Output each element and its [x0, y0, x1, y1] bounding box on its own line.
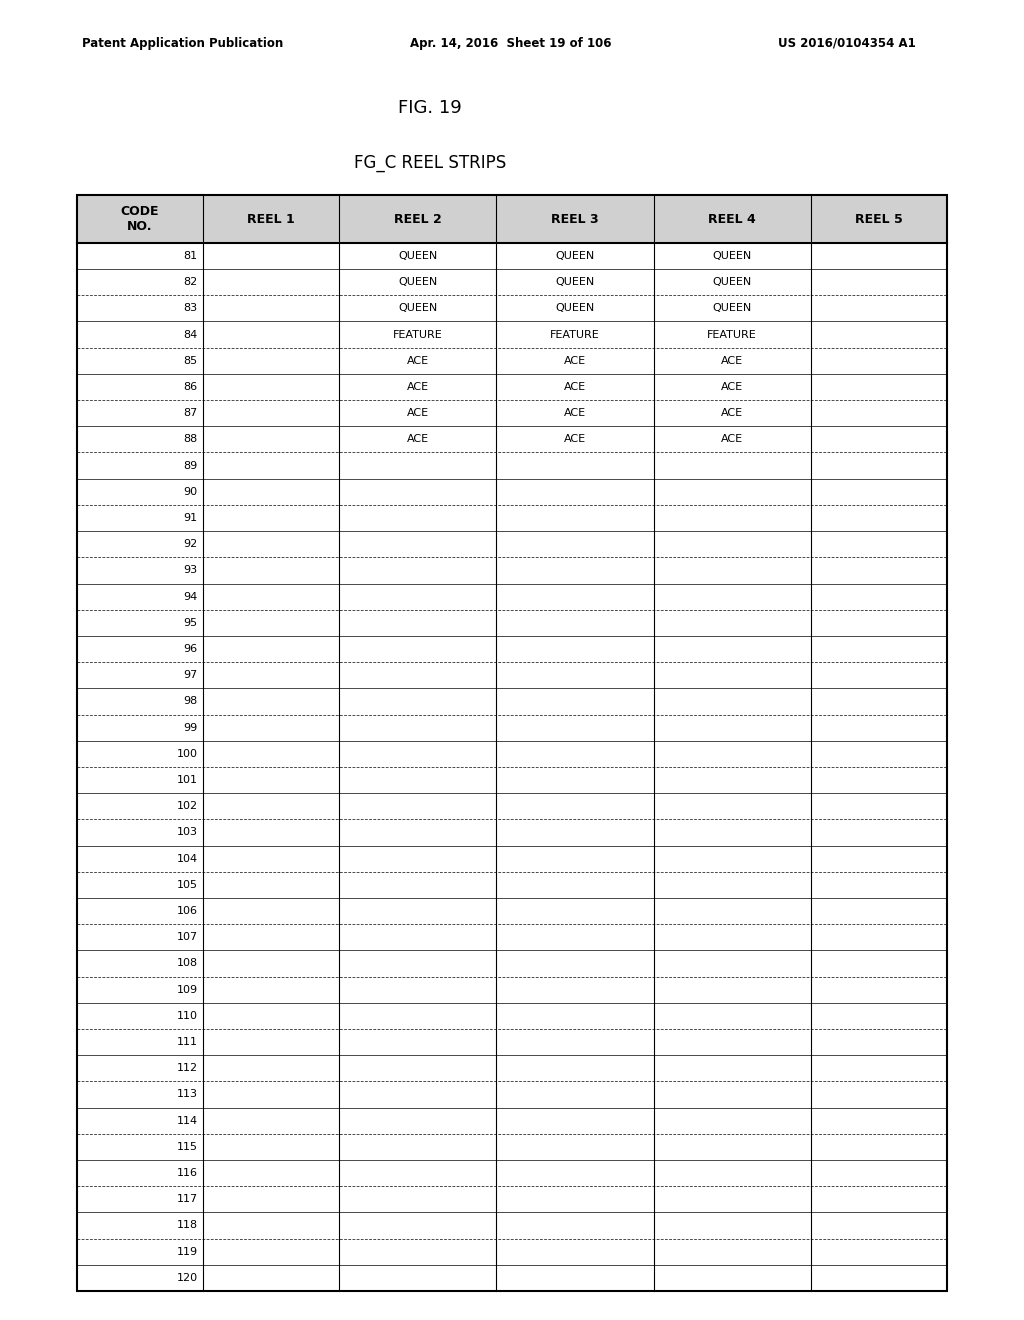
Text: 87: 87: [183, 408, 198, 418]
Text: 111: 111: [176, 1038, 198, 1047]
Text: Apr. 14, 2016  Sheet 19 of 106: Apr. 14, 2016 Sheet 19 of 106: [410, 37, 611, 50]
Text: ACE: ACE: [721, 434, 743, 445]
Text: US 2016/0104354 A1: US 2016/0104354 A1: [778, 37, 916, 50]
Text: QUEEN: QUEEN: [713, 304, 752, 313]
Text: 117: 117: [176, 1195, 198, 1204]
Text: 102: 102: [176, 801, 198, 812]
Text: QUEEN: QUEEN: [398, 277, 437, 288]
Text: FEATURE: FEATURE: [708, 330, 757, 339]
Text: 112: 112: [176, 1063, 198, 1073]
Text: REEL 4: REEL 4: [709, 213, 756, 226]
Text: ACE: ACE: [407, 408, 429, 418]
Text: 83: 83: [183, 304, 198, 313]
Text: 103: 103: [176, 828, 198, 837]
Bar: [77, 195, 947, 1291]
Text: 119: 119: [176, 1246, 198, 1257]
Text: REEL 5: REEL 5: [855, 213, 903, 226]
Text: ACE: ACE: [407, 356, 429, 366]
Text: ACE: ACE: [564, 408, 586, 418]
Text: 81: 81: [183, 251, 198, 261]
Text: QUEEN: QUEEN: [398, 251, 437, 261]
Text: 84: 84: [183, 330, 198, 339]
Text: 104: 104: [176, 854, 198, 863]
Text: REEL 3: REEL 3: [551, 213, 599, 226]
Text: REEL 2: REEL 2: [394, 213, 441, 226]
Text: Patent Application Publication: Patent Application Publication: [82, 37, 284, 50]
Text: 94: 94: [183, 591, 198, 602]
Text: 101: 101: [176, 775, 198, 785]
Text: ACE: ACE: [407, 381, 429, 392]
Text: 96: 96: [183, 644, 198, 653]
Text: QUEEN: QUEEN: [555, 277, 595, 288]
Text: 91: 91: [183, 513, 198, 523]
Text: 93: 93: [183, 565, 198, 576]
Text: FEATURE: FEATURE: [550, 330, 600, 339]
Text: 85: 85: [183, 356, 198, 366]
Bar: [77, 195, 947, 243]
Text: 92: 92: [183, 539, 198, 549]
Text: 100: 100: [176, 748, 198, 759]
Text: 99: 99: [183, 722, 198, 733]
Text: 114: 114: [176, 1115, 198, 1126]
Text: QUEEN: QUEEN: [713, 251, 752, 261]
Text: 120: 120: [176, 1272, 198, 1283]
Text: 108: 108: [176, 958, 198, 969]
Text: ACE: ACE: [721, 408, 743, 418]
Text: CODE
NO.: CODE NO.: [121, 205, 159, 234]
Text: 82: 82: [183, 277, 198, 288]
Text: QUEEN: QUEEN: [713, 277, 752, 288]
Text: QUEEN: QUEEN: [555, 304, 595, 313]
Text: ACE: ACE: [564, 356, 586, 366]
Text: 97: 97: [183, 671, 198, 680]
Text: REEL 1: REEL 1: [247, 213, 295, 226]
Text: 88: 88: [183, 434, 198, 445]
Text: 105: 105: [176, 880, 198, 890]
Text: FIG. 19: FIG. 19: [398, 99, 462, 117]
Text: ACE: ACE: [407, 434, 429, 445]
Text: 98: 98: [183, 697, 198, 706]
Text: 106: 106: [176, 906, 198, 916]
Text: 107: 107: [176, 932, 198, 942]
Text: ACE: ACE: [564, 434, 586, 445]
Text: FEATURE: FEATURE: [393, 330, 442, 339]
Text: 110: 110: [176, 1011, 198, 1020]
Text: 118: 118: [176, 1221, 198, 1230]
Text: 89: 89: [183, 461, 198, 471]
Text: 116: 116: [176, 1168, 198, 1177]
Text: 86: 86: [183, 381, 198, 392]
Text: 113: 113: [176, 1089, 198, 1100]
Text: QUEEN: QUEEN: [555, 251, 595, 261]
Text: 109: 109: [176, 985, 198, 995]
Text: 95: 95: [183, 618, 198, 628]
Text: 90: 90: [183, 487, 198, 496]
Text: 115: 115: [176, 1142, 198, 1152]
Text: QUEEN: QUEEN: [398, 304, 437, 313]
Text: ACE: ACE: [721, 381, 743, 392]
Text: FG_C REEL STRIPS: FG_C REEL STRIPS: [354, 154, 506, 173]
Text: ACE: ACE: [564, 381, 586, 392]
Text: ACE: ACE: [721, 356, 743, 366]
